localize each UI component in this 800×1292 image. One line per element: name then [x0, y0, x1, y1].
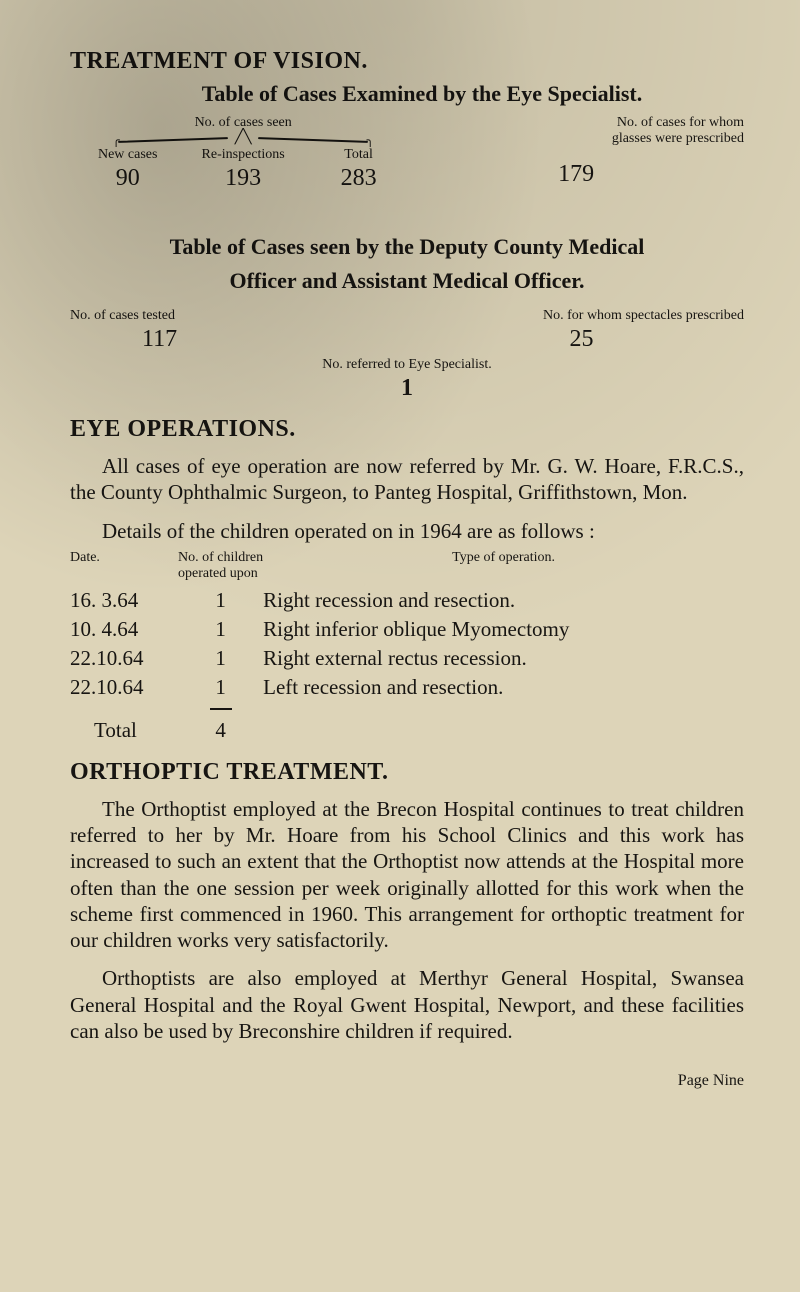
deputy-title-l2: Officer and Assistant Medical Officer.: [70, 268, 744, 294]
table-row: 22.10.64 1 Right external rectus recessi…: [70, 644, 744, 673]
table-row: 22.10.64 1 Left recession and resection.: [70, 673, 744, 702]
ops-hdr-num-l1: No. of children: [178, 550, 263, 566]
val-total: 283: [301, 165, 416, 192]
page-number: Page Nine: [70, 1072, 744, 1090]
orthoptic-p2: Orthoptists are also employed at Merthyr…: [70, 965, 744, 1044]
deputy-referred-label: No. referred to Eye Specialist.: [70, 357, 744, 373]
cases-seen-group: No. of cases seen ╭╱╲╮ New cases Re-insp…: [70, 115, 416, 192]
rule-icon: [210, 708, 232, 710]
ops-hdr-type: Type of operation.: [263, 548, 744, 586]
val-reinspections: 193: [185, 165, 300, 192]
prescribed-label-l1: No. of cases for whom: [432, 115, 744, 131]
deputy-title-l1: Table of Cases seen by the Deputy County…: [70, 234, 744, 260]
treatment-title: TREATMENT OF VISION.: [70, 48, 744, 75]
ops-type: Right external rectus recession.: [263, 644, 744, 673]
ops-date: 10. 4.64: [70, 615, 178, 644]
treatment-subtitle: Table of Cases Examined by the Eye Speci…: [70, 81, 744, 107]
table-row: 10. 4.64 1 Right inferior oblique Myomec…: [70, 615, 744, 644]
eyeops-p2a: Details of the children operated on in 1…: [102, 519, 515, 543]
ops-type: Left recession and resection.: [263, 673, 744, 702]
deputy-left-value: 117: [70, 326, 395, 353]
curly-brace: ╭╱╲╮: [118, 133, 367, 147]
ops-n: 1: [178, 644, 263, 673]
eyeops-p2: Details of the children operated on in 1…: [70, 518, 744, 544]
orthoptic-title: ORTHOPTIC TREATMENT.: [70, 759, 744, 786]
ops-date: 22.10.64: [70, 673, 178, 702]
val-new-cases: 90: [70, 165, 185, 192]
table-row: 16. 3.64 1 Right recession and resection…: [70, 586, 744, 615]
table-total-row: Total 4: [70, 716, 744, 745]
ops-date: 16. 3.64: [70, 586, 178, 615]
col-reinspections: Re-inspections: [185, 147, 300, 163]
ops-total-label: Total: [70, 716, 178, 745]
col-new-cases: New cases: [70, 147, 185, 163]
eyeops-title: EYE OPERATIONS.: [70, 416, 744, 443]
ops-type: Right recession and resection.: [263, 586, 744, 615]
ops-n: 1: [178, 673, 263, 702]
cases-seen-label: No. of cases seen: [70, 115, 416, 131]
ops-type: Right inferior oblique Myomectomy: [263, 615, 744, 644]
ops-total-value: 4: [178, 716, 263, 745]
ops-date: 22.10.64: [70, 644, 178, 673]
deputy-right-value: 25: [419, 326, 744, 353]
page-content: TREATMENT OF VISION. Table of Cases Exam…: [0, 0, 800, 1134]
orthoptic-p1: The Orthoptist employed at the Brecon Ho…: [70, 796, 744, 954]
ops-hdr-num-l2: operated upon: [178, 566, 263, 582]
eyeops-p1c: Panteg Hospital, Griffithstown, Mon.: [374, 480, 687, 504]
deputy-right-label: No. for whom spectacles prescribed: [419, 308, 744, 324]
deputy-referred-value: 1: [70, 375, 744, 402]
prescribed-label-l2: glasses were prescribed: [432, 131, 744, 147]
operations-table: Date. No. of children operated upon Type…: [70, 548, 744, 745]
deputy-left-label: No. of cases tested: [70, 308, 395, 324]
eyeops-p1a: All cases of eye operation are now refer…: [102, 454, 568, 478]
val-prescribed: 179: [432, 161, 744, 188]
eyeops-p2b: follows :: [521, 519, 595, 543]
ops-n: 1: [178, 615, 263, 644]
eyeops-p1: All cases of eye operation are now refer…: [70, 453, 744, 506]
table-rule-row: [70, 702, 744, 716]
ops-hdr-date: Date.: [70, 548, 178, 586]
ops-n: 1: [178, 586, 263, 615]
col-total: Total: [301, 147, 416, 163]
